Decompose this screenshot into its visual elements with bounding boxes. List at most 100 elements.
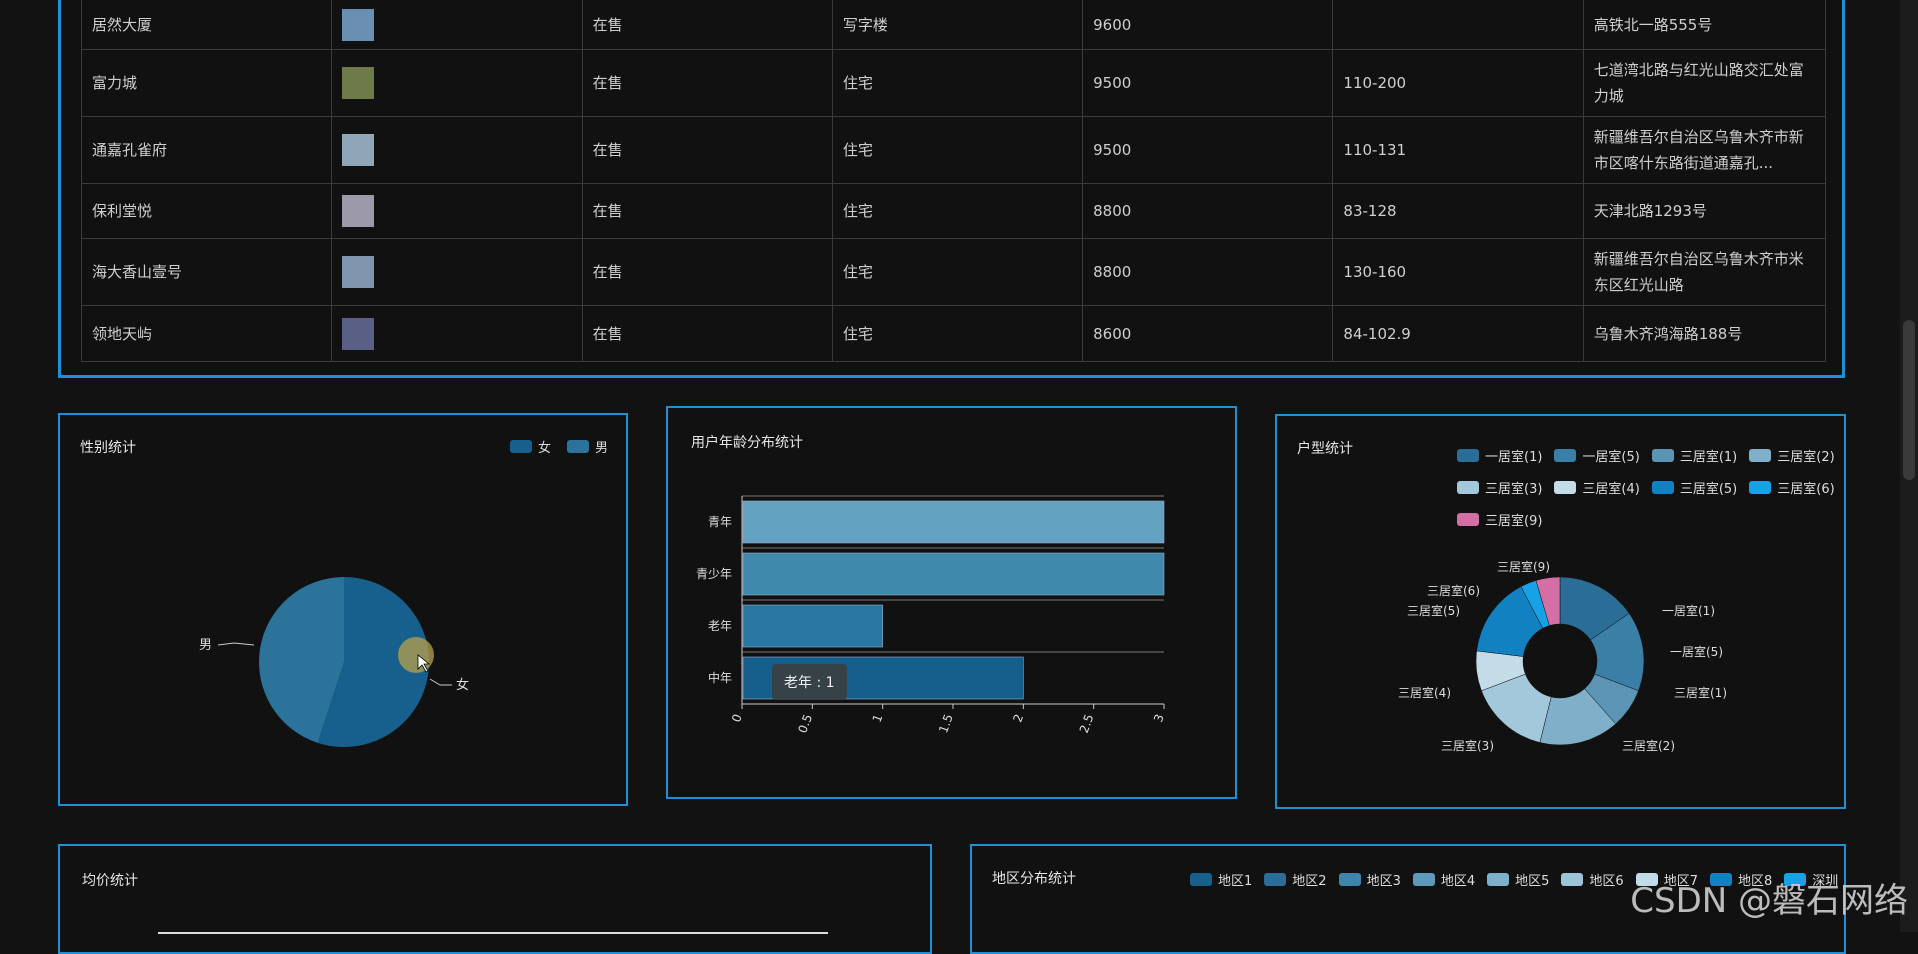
donut-label: 三居室(1): [1674, 685, 1727, 700]
rooms-panel: 户型统计 一居室(1) 一居室(5) 三居室(1) 三居室(2) 三居室(3) 三居室(4…: [1275, 414, 1846, 809]
legend-swatch: [1749, 449, 1772, 462]
pie-slice-female[interactable]: [317, 577, 429, 747]
legend-label: 三居室(6): [1777, 482, 1835, 497]
legend-item-female[interactable]: 女: [509, 437, 551, 456]
table-cell: 高铁北一路555号: [1582, 0, 1827, 50]
legend-label: 三居室(1): [1679, 450, 1738, 465]
table-row[interactable]: 通嘉孔雀府 在售 住宅 9500 110-131 新疆维吾尔自治区乌鲁木齐市新市区喀什东路…: [80, 116, 1827, 184]
donut-slice[interactable]: [1535, 576, 1561, 626]
scrollbar-thumb[interactable]: [1903, 320, 1915, 480]
legend-item[interactable]: 地区8: [1709, 870, 1772, 889]
table-row[interactable]: 保利堂悦 在售 住宅 8800 83-128 天津北路1293号: [80, 183, 1827, 239]
legend-item[interactable]: 三居室(5): [1651, 478, 1738, 497]
buildings-table: 居然大厦 在售 写字楼 9600 高铁北一路555号 富力城 在售 住宅 9500 110-200…: [80, 0, 1827, 362]
legend-item[interactable]: 三居室(6): [1749, 478, 1835, 497]
legend-label: 三居室(5): [1679, 482, 1738, 497]
table-row[interactable]: 海大香山壹号 在售 住宅 8800 130-160 新疆维吾尔自治区乌鲁木齐市米东区红光山…: [80, 238, 1827, 306]
legend-label: 地区1: [1218, 874, 1253, 889]
legend-label: 一居室(1): [1485, 450, 1543, 465]
legend-swatch: [1487, 873, 1510, 886]
page-scrollbar[interactable]: [1900, 0, 1918, 932]
table-cell: 乌鲁木齐鸿海路188号: [1582, 305, 1827, 362]
y-tick-label: 青少年: [696, 567, 732, 581]
table-cell: 住宅: [831, 183, 1084, 239]
legend-label: 三居室(4): [1582, 482, 1640, 497]
label-line-male: [217, 642, 255, 646]
building-thumbnail[interactable]: [342, 195, 375, 227]
pie-label-female: 女: [456, 677, 469, 693]
legend-swatch: [1412, 873, 1435, 886]
legend-label: 男: [594, 441, 608, 456]
table-cell: 富力城: [80, 49, 333, 117]
legend-item[interactable]: 一居室(5): [1554, 446, 1640, 465]
legend-swatch: [1784, 873, 1807, 886]
pie-slice-male[interactable]: [258, 577, 344, 743]
building-thumbnail[interactable]: [342, 67, 375, 99]
rooms-donut-chart[interactable]: 三居室(9) 三居室(6) 三居室(5) 一居室(1) 一居室(5) 三居室(1…: [1277, 416, 1844, 807]
table-row[interactable]: 领地天屿 在售 住宅 8600 84-102.9 乌鲁木齐鸿海路188号: [80, 305, 1827, 362]
cursor-highlight: [398, 637, 434, 673]
legend-label: 三居室(2): [1777, 450, 1835, 465]
table-cell: 天津北路1293号: [1582, 183, 1827, 239]
building-thumbnail[interactable]: [342, 256, 375, 288]
legend-item[interactable]: 地区4: [1412, 870, 1475, 889]
mouse-cursor-icon: [417, 654, 431, 673]
legend-label: 地区6: [1589, 874, 1624, 889]
donut-label: 一居室(1): [1662, 603, 1715, 618]
legend-item[interactable]: 三居室(4): [1554, 478, 1640, 497]
legend-swatch: [1457, 513, 1479, 526]
legend-item[interactable]: 三居室(3): [1457, 478, 1542, 497]
bar-1[interactable]: [742, 552, 1165, 596]
x-tick-label: 0.5: [795, 712, 815, 735]
table-cell: 在售: [581, 49, 833, 117]
legend-swatch: [1749, 481, 1772, 494]
age-title: 用户年龄分布统计: [691, 435, 803, 451]
legend-item[interactable]: 三居室(1): [1651, 446, 1738, 465]
building-thumbnail[interactable]: [342, 317, 375, 350]
donut-label: 三居室(3): [1441, 738, 1494, 753]
table-cell: [331, 305, 583, 362]
table-cell: 8800: [1082, 238, 1334, 306]
table-row[interactable]: 居然大厦 在售 写字楼 9600 高铁北一路555号: [80, 0, 1827, 50]
legend-item-male[interactable]: 男: [566, 437, 608, 456]
legend-item[interactable]: 三居室(9): [1457, 510, 1542, 529]
building-thumbnail[interactable]: [342, 134, 375, 166]
gender-legend: 女 男: [509, 437, 608, 456]
donut-label: 三居室(5): [1407, 603, 1460, 618]
bar-0[interactable]: [742, 500, 1165, 544]
legend-item[interactable]: 地区1: [1190, 870, 1252, 889]
legend-swatch: [509, 440, 532, 453]
region-legend: 地区1 地区2 地区3 地区4 地区5 地区6 地区7 地区8 深圳: [1190, 870, 1838, 889]
legend-item[interactable]: 地区5: [1487, 870, 1549, 889]
table-cell: 写字楼: [831, 0, 1084, 50]
donut-label: 三居室(2): [1622, 738, 1675, 753]
table-cell: 84-102.9: [1332, 305, 1584, 362]
legend-item[interactable]: 地区6: [1561, 870, 1624, 889]
table-cell: 110-200: [1332, 49, 1584, 117]
table-cell: 在售: [581, 305, 833, 362]
legend-item[interactable]: 地区2: [1264, 870, 1327, 889]
legend-swatch: [1651, 449, 1674, 462]
legend-item[interactable]: 深圳: [1784, 870, 1838, 889]
table-row[interactable]: 富力城 在售 住宅 9500 110-200 七道湾北路与红光山路交汇处富力城: [80, 49, 1827, 117]
legend-swatch: [1264, 873, 1287, 886]
rooms-legend: 一居室(1) 一居室(5) 三居室(1) 三居室(2) 三居室(3) 三居室(4) 三居室(…: [1457, 446, 1847, 529]
bar-2[interactable]: [742, 604, 883, 648]
building-thumbnail[interactable]: [342, 8, 375, 41]
table-cell: 通嘉孔雀府: [80, 116, 333, 184]
gender-pie-chart[interactable]: 男 女: [60, 415, 626, 804]
table-cell: 住宅: [831, 116, 1084, 184]
legend-item[interactable]: 三居室(2): [1749, 446, 1835, 465]
legend-item[interactable]: 地区7: [1635, 870, 1698, 889]
table-cell: 保利堂悦: [80, 183, 333, 239]
rooms-title: 户型统计: [1297, 441, 1353, 457]
table-cell: 在售: [581, 183, 833, 239]
legend-label: 女: [537, 441, 551, 456]
legend-item[interactable]: 地区3: [1338, 870, 1401, 889]
table-cell: [331, 0, 583, 50]
gender-panel: 性别统计 女 男 男 女: [58, 413, 628, 806]
legend-swatch: [1651, 481, 1674, 494]
table-cell: 海大香山壹号: [80, 238, 333, 306]
legend-item[interactable]: 一居室(1): [1457, 446, 1542, 465]
